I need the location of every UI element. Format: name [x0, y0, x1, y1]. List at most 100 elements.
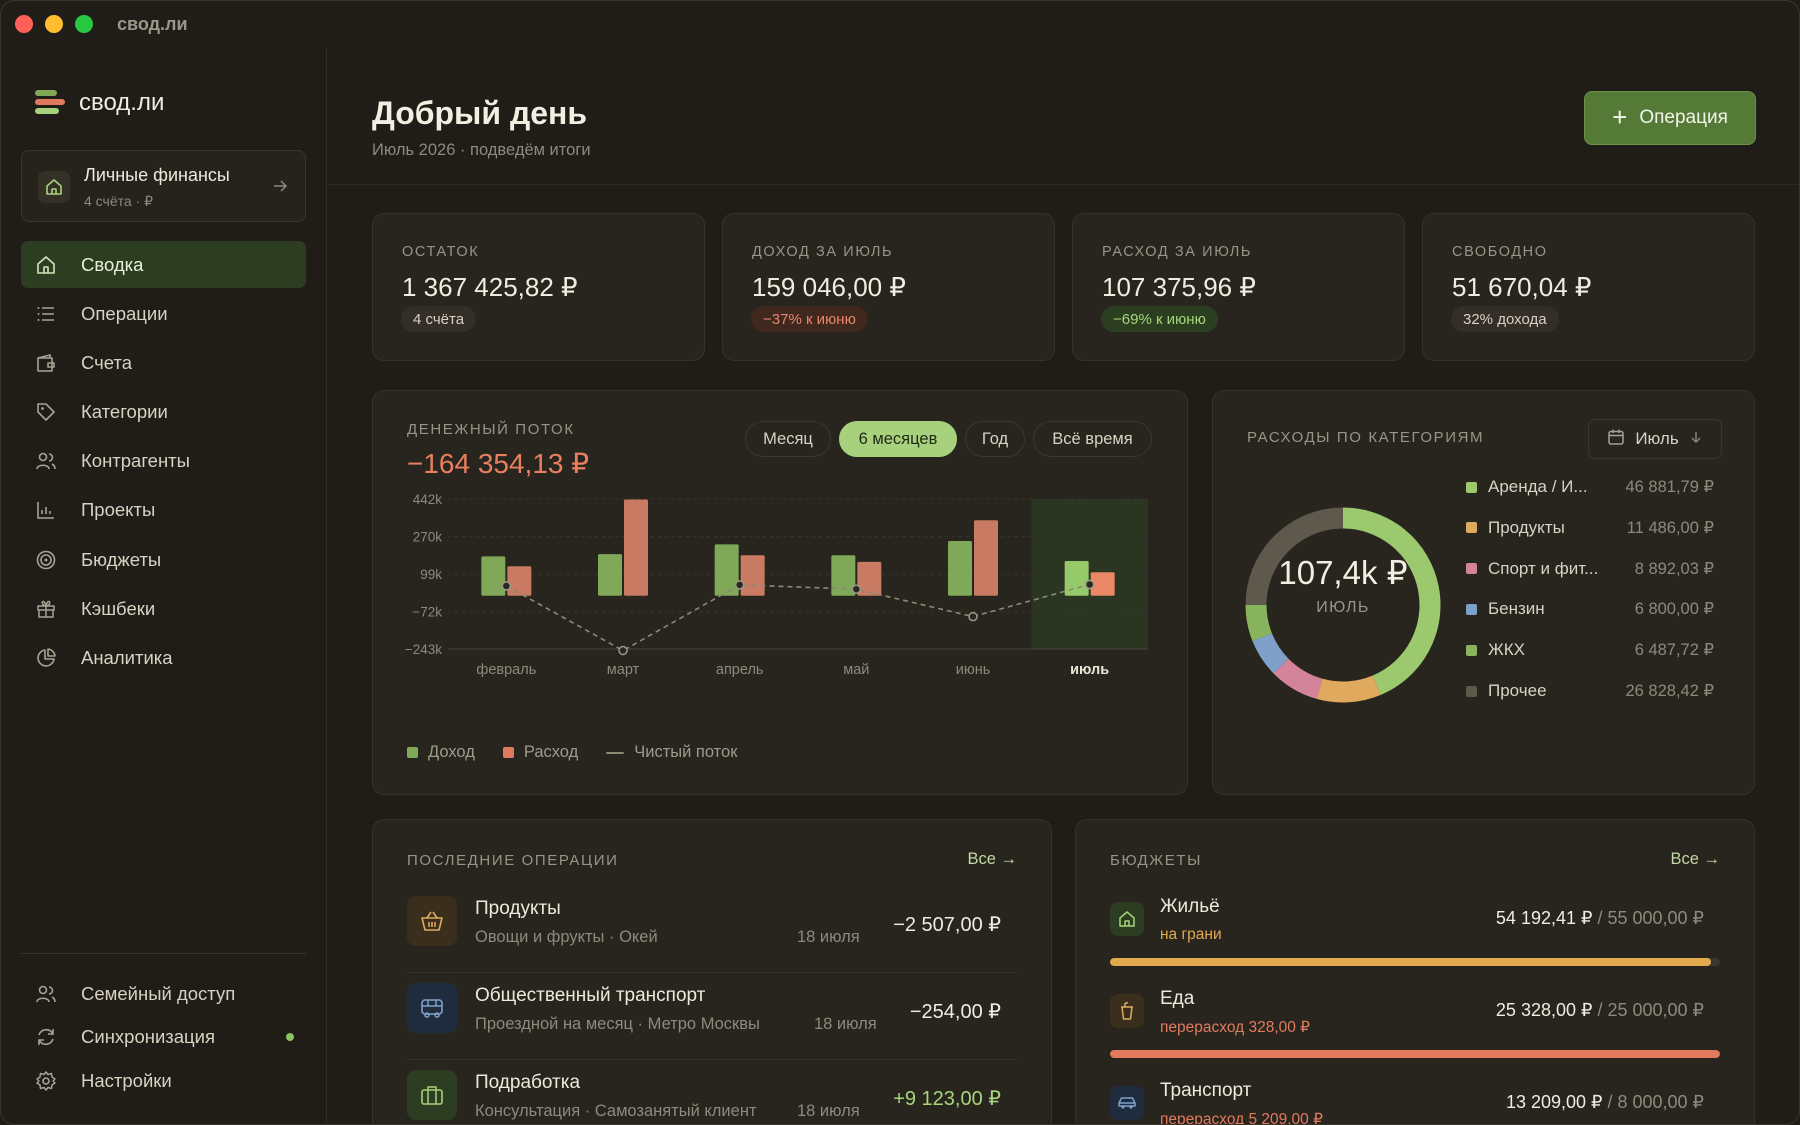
budget-row[interactable]: Жильё на грани 54 192,41 ₽ / 55 000,00 ₽	[1110, 896, 1720, 988]
bar-income[interactable]	[1064, 560, 1089, 596]
cashflow-total: −164 354,13 ₽	[407, 448, 590, 479]
x-tick-label: май	[843, 662, 869, 678]
donut-slice[interactable]	[1273, 658, 1323, 699]
category-amount: 46 881,79 ₽	[1625, 478, 1715, 496]
net-flow-point[interactable]	[734, 580, 745, 590]
period-all-time-button[interactable]: Всё время	[1033, 421, 1152, 457]
legend-expense-swatch	[502, 747, 514, 758]
month-selector[interactable]: Июль	[1588, 419, 1722, 459]
net-flow-point[interactable]	[618, 645, 628, 656]
stat-card-income: ДОХОД ЗА ИЮЛЬ 159 046,00 ₽ −37% к июню	[722, 213, 1055, 361]
bar-expense[interactable]	[507, 566, 532, 596]
minimize-window-button[interactable]	[45, 15, 63, 33]
period-year-button[interactable]: Год	[965, 421, 1025, 457]
budget-progress-fill	[1110, 958, 1711, 966]
workspace-switcher[interactable]: Личные финансы 4 счёта · ₽	[21, 150, 306, 222]
sidebar-item-summary[interactable]: Сводка	[21, 241, 306, 288]
donut-slice[interactable]	[1245, 507, 1344, 606]
budget-status: перерасход 5 209,00 ₽	[1160, 1111, 1323, 1125]
budgets-label: БЮДЖЕТЫ	[1110, 852, 1202, 869]
net-flow-point[interactable]	[501, 581, 512, 591]
donut-slice[interactable]	[1342, 507, 1441, 695]
stat-card-balance: ОСТАТОК 1 367 425,82 ₽ 4 счёта	[372, 213, 705, 361]
category-name: Прочее	[1488, 681, 1547, 700]
bar-income[interactable]	[948, 541, 972, 596]
sidebar-item-label: Синхронизация	[81, 1026, 216, 1048]
bar-expense[interactable]	[624, 499, 648, 596]
operation-row[interactable]: Подработка Консультация · Самозанятый кл…	[407, 1070, 1017, 1124]
sidebar-item-label: Семейный доступ	[81, 982, 236, 1004]
month-selector-label: Июль	[1635, 429, 1679, 448]
brand[interactable]: свод.ли	[35, 89, 164, 117]
target-icon	[35, 549, 57, 571]
category-name: Аренда / И...	[1488, 477, 1588, 496]
add-operation-button[interactable]: + Операция	[1584, 91, 1756, 145]
cashflow-label: ДЕНЕЖНЫЙ ПОТОК	[407, 421, 575, 438]
bar-expense[interactable]	[1090, 572, 1115, 596]
bar-income[interactable]	[714, 544, 739, 596]
bar-expense[interactable]	[740, 555, 765, 596]
category-amount: 6 800,00 ₽	[1634, 600, 1714, 619]
operation-subtitle: Консультация · Самозанятый клиент	[475, 1102, 757, 1120]
category-row[interactable]: Бензин 6 800,00 ₽	[1466, 589, 1714, 629]
sidebar-item-budgets[interactable]: Бюджеты	[21, 536, 306, 583]
bar-income[interactable]	[481, 556, 506, 596]
operation-date: 18 июля	[797, 928, 860, 946]
sidebar-item-family-access[interactable]: Семейный доступ	[21, 972, 306, 1016]
home-icon	[38, 171, 70, 203]
bar-expense[interactable]	[974, 520, 998, 596]
category-row[interactable]: Спорт и фит... 8 892,03 ₽	[1466, 549, 1714, 589]
stat-card-free: СВОБОДНО 51 670,04 ₽ 32% дохода	[1422, 213, 1755, 361]
category-row[interactable]: ЖКХ 6 487,72 ₽	[1466, 630, 1714, 670]
sidebar-item-label: Кэшбеки	[81, 597, 156, 619]
legend-net: Чистый поток	[634, 743, 738, 761]
sidebar-item-projects[interactable]: Проекты	[21, 487, 306, 534]
stat-label: СВОБОДНО	[1452, 244, 1548, 260]
budget-row[interactable]: Еда перерасход 328,00 ₽ 25 328,00 ₽ / 25…	[1110, 988, 1720, 1080]
category-row[interactable]: Продукты 11 486,00 ₽	[1466, 508, 1714, 548]
sidebar: свод.ли Личные финансы 4 счёта · ₽ Сводк…	[1, 47, 327, 1124]
sidebar-item-sync[interactable]: Синхронизация	[21, 1016, 306, 1060]
donut-slice[interactable]	[1245, 604, 1273, 642]
sidebar-item-categories[interactable]: Категории	[21, 389, 306, 436]
operation-title: Общественный транспорт	[475, 985, 706, 1006]
sidebar-item-analytics[interactable]: Аналитика	[21, 635, 306, 682]
stat-label: ДОХОД ЗА ИЮЛЬ	[752, 244, 894, 260]
bar-expense[interactable]	[857, 561, 882, 596]
sidebar-item-settings[interactable]: Настройки	[21, 1059, 306, 1103]
period-6-months-button[interactable]: 6 месяцев	[839, 421, 957, 457]
operation-row[interactable]: Продукты Овощи и фрукты · Окей 18 июля −…	[407, 896, 1017, 983]
net-flow-point[interactable]	[1084, 579, 1095, 590]
zoom-window-button[interactable]	[75, 15, 93, 33]
operation-row[interactable]: Общественный транспорт Проездной на меся…	[407, 983, 1017, 1070]
donut-slice[interactable]	[1252, 632, 1289, 674]
basket-icon	[407, 896, 457, 946]
net-flow-point[interactable]	[851, 584, 862, 594]
period-month-button[interactable]: Месяц	[745, 421, 831, 457]
calendar-icon	[1607, 428, 1625, 451]
sidebar-item-label: Категории	[81, 401, 168, 423]
sidebar-item-counterparties[interactable]: Контрагенты	[21, 438, 306, 485]
sidebar-item-cashback[interactable]: Кэшбеки	[21, 585, 306, 632]
bar-income[interactable]	[831, 555, 856, 596]
bar-income[interactable]	[598, 554, 622, 596]
y-tick-label: −243k	[405, 642, 442, 657]
stat-card-expense: РАСХОД ЗА ИЮЛЬ 107 375,96 ₽ −69% к июню	[1072, 213, 1405, 361]
x-tick-label: июль	[1070, 662, 1109, 678]
budget-limit: / 25 000,00 ₽	[1592, 1000, 1704, 1020]
donut-slice[interactable]	[1316, 675, 1381, 703]
close-window-button[interactable]	[15, 15, 33, 33]
budgets-all-link[interactable]: Все →	[1670, 850, 1720, 868]
sidebar-item-accounts[interactable]: Счета	[21, 339, 306, 386]
budget-spent: 13 209,00 ₽	[1505, 1092, 1603, 1112]
budget-row[interactable]: Транспорт перерасход 5 209,00 ₽ 13 209,0…	[1110, 1080, 1720, 1125]
legend-expense: Расход	[523, 743, 579, 761]
net-flow-point[interactable]	[968, 611, 978, 622]
category-name: ЖКХ	[1488, 640, 1525, 660]
operations-all-link[interactable]: Все →	[967, 850, 1017, 868]
sidebar-item-operations[interactable]: Операции	[21, 290, 306, 337]
donut-period: ИЮЛЬ	[1316, 599, 1370, 616]
category-row[interactable]: Аренда / И... 46 881,79 ₽	[1466, 467, 1714, 507]
category-row[interactable]: Прочее 26 828,42 ₽	[1466, 671, 1714, 711]
operation-subtitle: Проездной на месяц · Метро Москвы	[475, 1015, 760, 1033]
